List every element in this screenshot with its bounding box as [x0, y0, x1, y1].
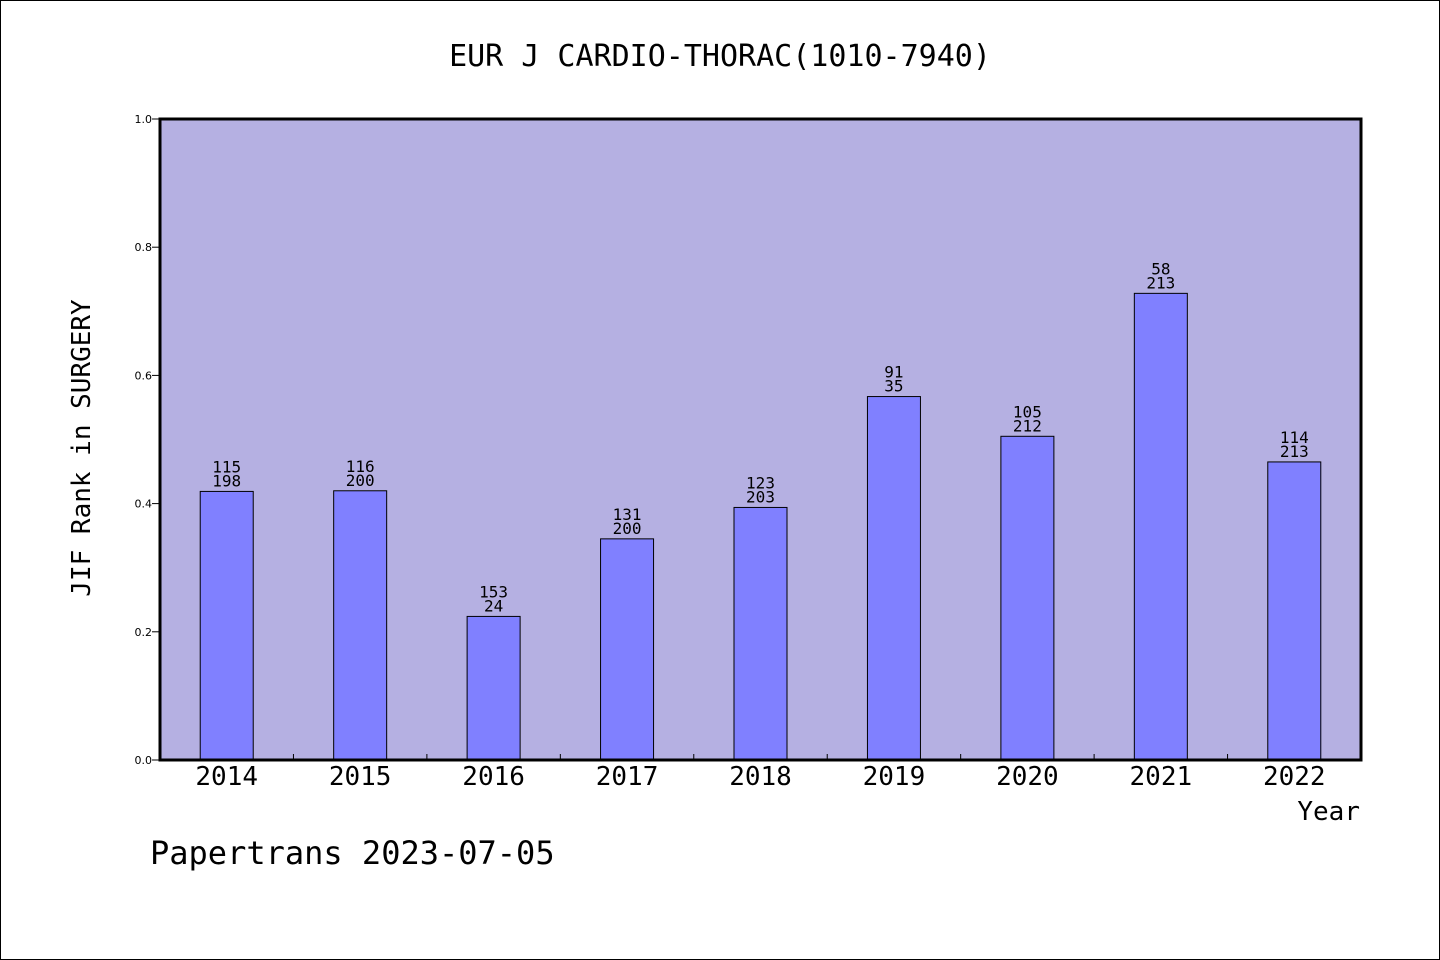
bar-labels: 1151981162001532413120012320391351052125… [212, 259, 1308, 615]
bar-2015 [333, 490, 388, 761]
y-tick-label: 0.2 [135, 626, 153, 639]
x-tick-label: 2015 [329, 762, 392, 792]
x-tick-label: 2016 [462, 762, 525, 792]
chart-title: EUR J CARDIO-THORAC(1010-7940) [449, 39, 991, 74]
y-tick-label: 0.8 [135, 241, 153, 254]
y-tick-label: 1.0 [135, 113, 153, 126]
bar-label-top: 131 [613, 505, 642, 524]
y-axis: 0.0 0.2 0.4 0.6 0.8 1.0 [135, 113, 160, 767]
x-tick-label: 2019 [863, 762, 926, 792]
x-tick-label: 2014 [195, 762, 258, 792]
x-tick-label: 2022 [1263, 762, 1326, 792]
plot-border [158, 117, 1363, 762]
bar-label-bottom: 198 [212, 471, 241, 490]
bar-label-bottom: 213 [1146, 273, 1175, 292]
y-tick-label: 0.4 [135, 498, 153, 511]
bar-label-bottom: 213 [1280, 442, 1309, 461]
x-tick-label: 2018 [729, 762, 792, 792]
bar-label-top: 153 [479, 582, 508, 601]
bar-label-top: 114 [1280, 428, 1309, 447]
bar-label-top: 123 [746, 473, 775, 492]
bars [199, 292, 1322, 761]
bar-label-bottom: 200 [346, 471, 375, 490]
bar-2018 [733, 506, 788, 761]
bar-label-bottom: 203 [746, 487, 775, 506]
bar-label-top: 91 [884, 363, 903, 382]
bar-label-top: 116 [346, 457, 375, 476]
y-tick-label: 0.0 [135, 754, 153, 767]
x-tick-label: 2021 [1130, 762, 1193, 792]
x-axis-label: Year [1297, 797, 1360, 827]
bar-label-top: 115 [212, 457, 241, 476]
y-tick-label: 0.6 [135, 369, 153, 382]
bar-2020 [1000, 435, 1055, 761]
x-axis: 2014 2015 2016 2017 2018 2019 2020 2021 2022 [195, 754, 1326, 792]
bar-2021 [1133, 292, 1188, 761]
y-axis-label: JIF Rank in SURGERY [67, 299, 97, 597]
bar-2017 [600, 538, 655, 761]
bar-label-bottom: 200 [613, 519, 642, 538]
bar-2019 [866, 396, 921, 761]
bar-label-bottom: 35 [884, 377, 903, 396]
bar-label-top: 58 [1151, 259, 1170, 278]
bar-label-top: 105 [1013, 402, 1042, 421]
bar-label-bottom: 212 [1013, 416, 1042, 435]
bar-2016 [466, 615, 521, 761]
x-tick-label: 2017 [596, 762, 659, 792]
x-tick-label: 2020 [996, 762, 1059, 792]
footer-source: Papertrans 2023-07-05 [150, 834, 555, 872]
bar-2014 [199, 490, 254, 761]
bar-label-bottom: 24 [484, 596, 503, 615]
bar-2022 [1267, 461, 1322, 761]
